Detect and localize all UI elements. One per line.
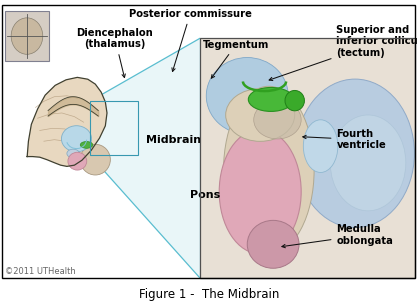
Text: Fourth
ventricle: Fourth ventricle [303,129,386,150]
Ellipse shape [68,152,87,170]
Ellipse shape [247,220,299,268]
Bar [2,5,415,278]
Text: Pons: Pons [190,190,220,200]
Ellipse shape [224,86,314,254]
Text: Posterior commissure: Posterior commissure [129,9,252,72]
Ellipse shape [219,129,301,254]
Bar [5,11,49,61]
Text: Medulla
oblongata: Medulla oblongata [282,224,393,248]
Ellipse shape [80,144,110,175]
Bar [90,101,138,155]
Ellipse shape [80,142,93,148]
Text: Figure 1 -  The Midbrain: Figure 1 - The Midbrain [139,288,279,301]
Ellipse shape [254,101,301,139]
Bar [200,38,415,278]
Text: Diencephalon
(thalamus): Diencephalon (thalamus) [76,28,153,78]
Text: ©2011 UTHealth: ©2011 UTHealth [5,267,76,276]
Ellipse shape [285,91,304,111]
Ellipse shape [67,149,79,158]
Ellipse shape [248,87,293,111]
Text: Tegmentum: Tegmentum [203,40,269,78]
Polygon shape [27,77,107,166]
Bar [200,38,415,278]
Ellipse shape [206,57,288,134]
Text: Midbrain: Midbrain [146,135,201,145]
Polygon shape [90,38,200,278]
Ellipse shape [61,126,92,152]
Ellipse shape [296,79,414,227]
Ellipse shape [226,89,295,141]
Ellipse shape [303,120,338,173]
Ellipse shape [330,115,406,211]
Ellipse shape [11,18,43,54]
Text: Superior and
inferior colliculi
(tectum): Superior and inferior colliculi (tectum) [269,25,418,80]
